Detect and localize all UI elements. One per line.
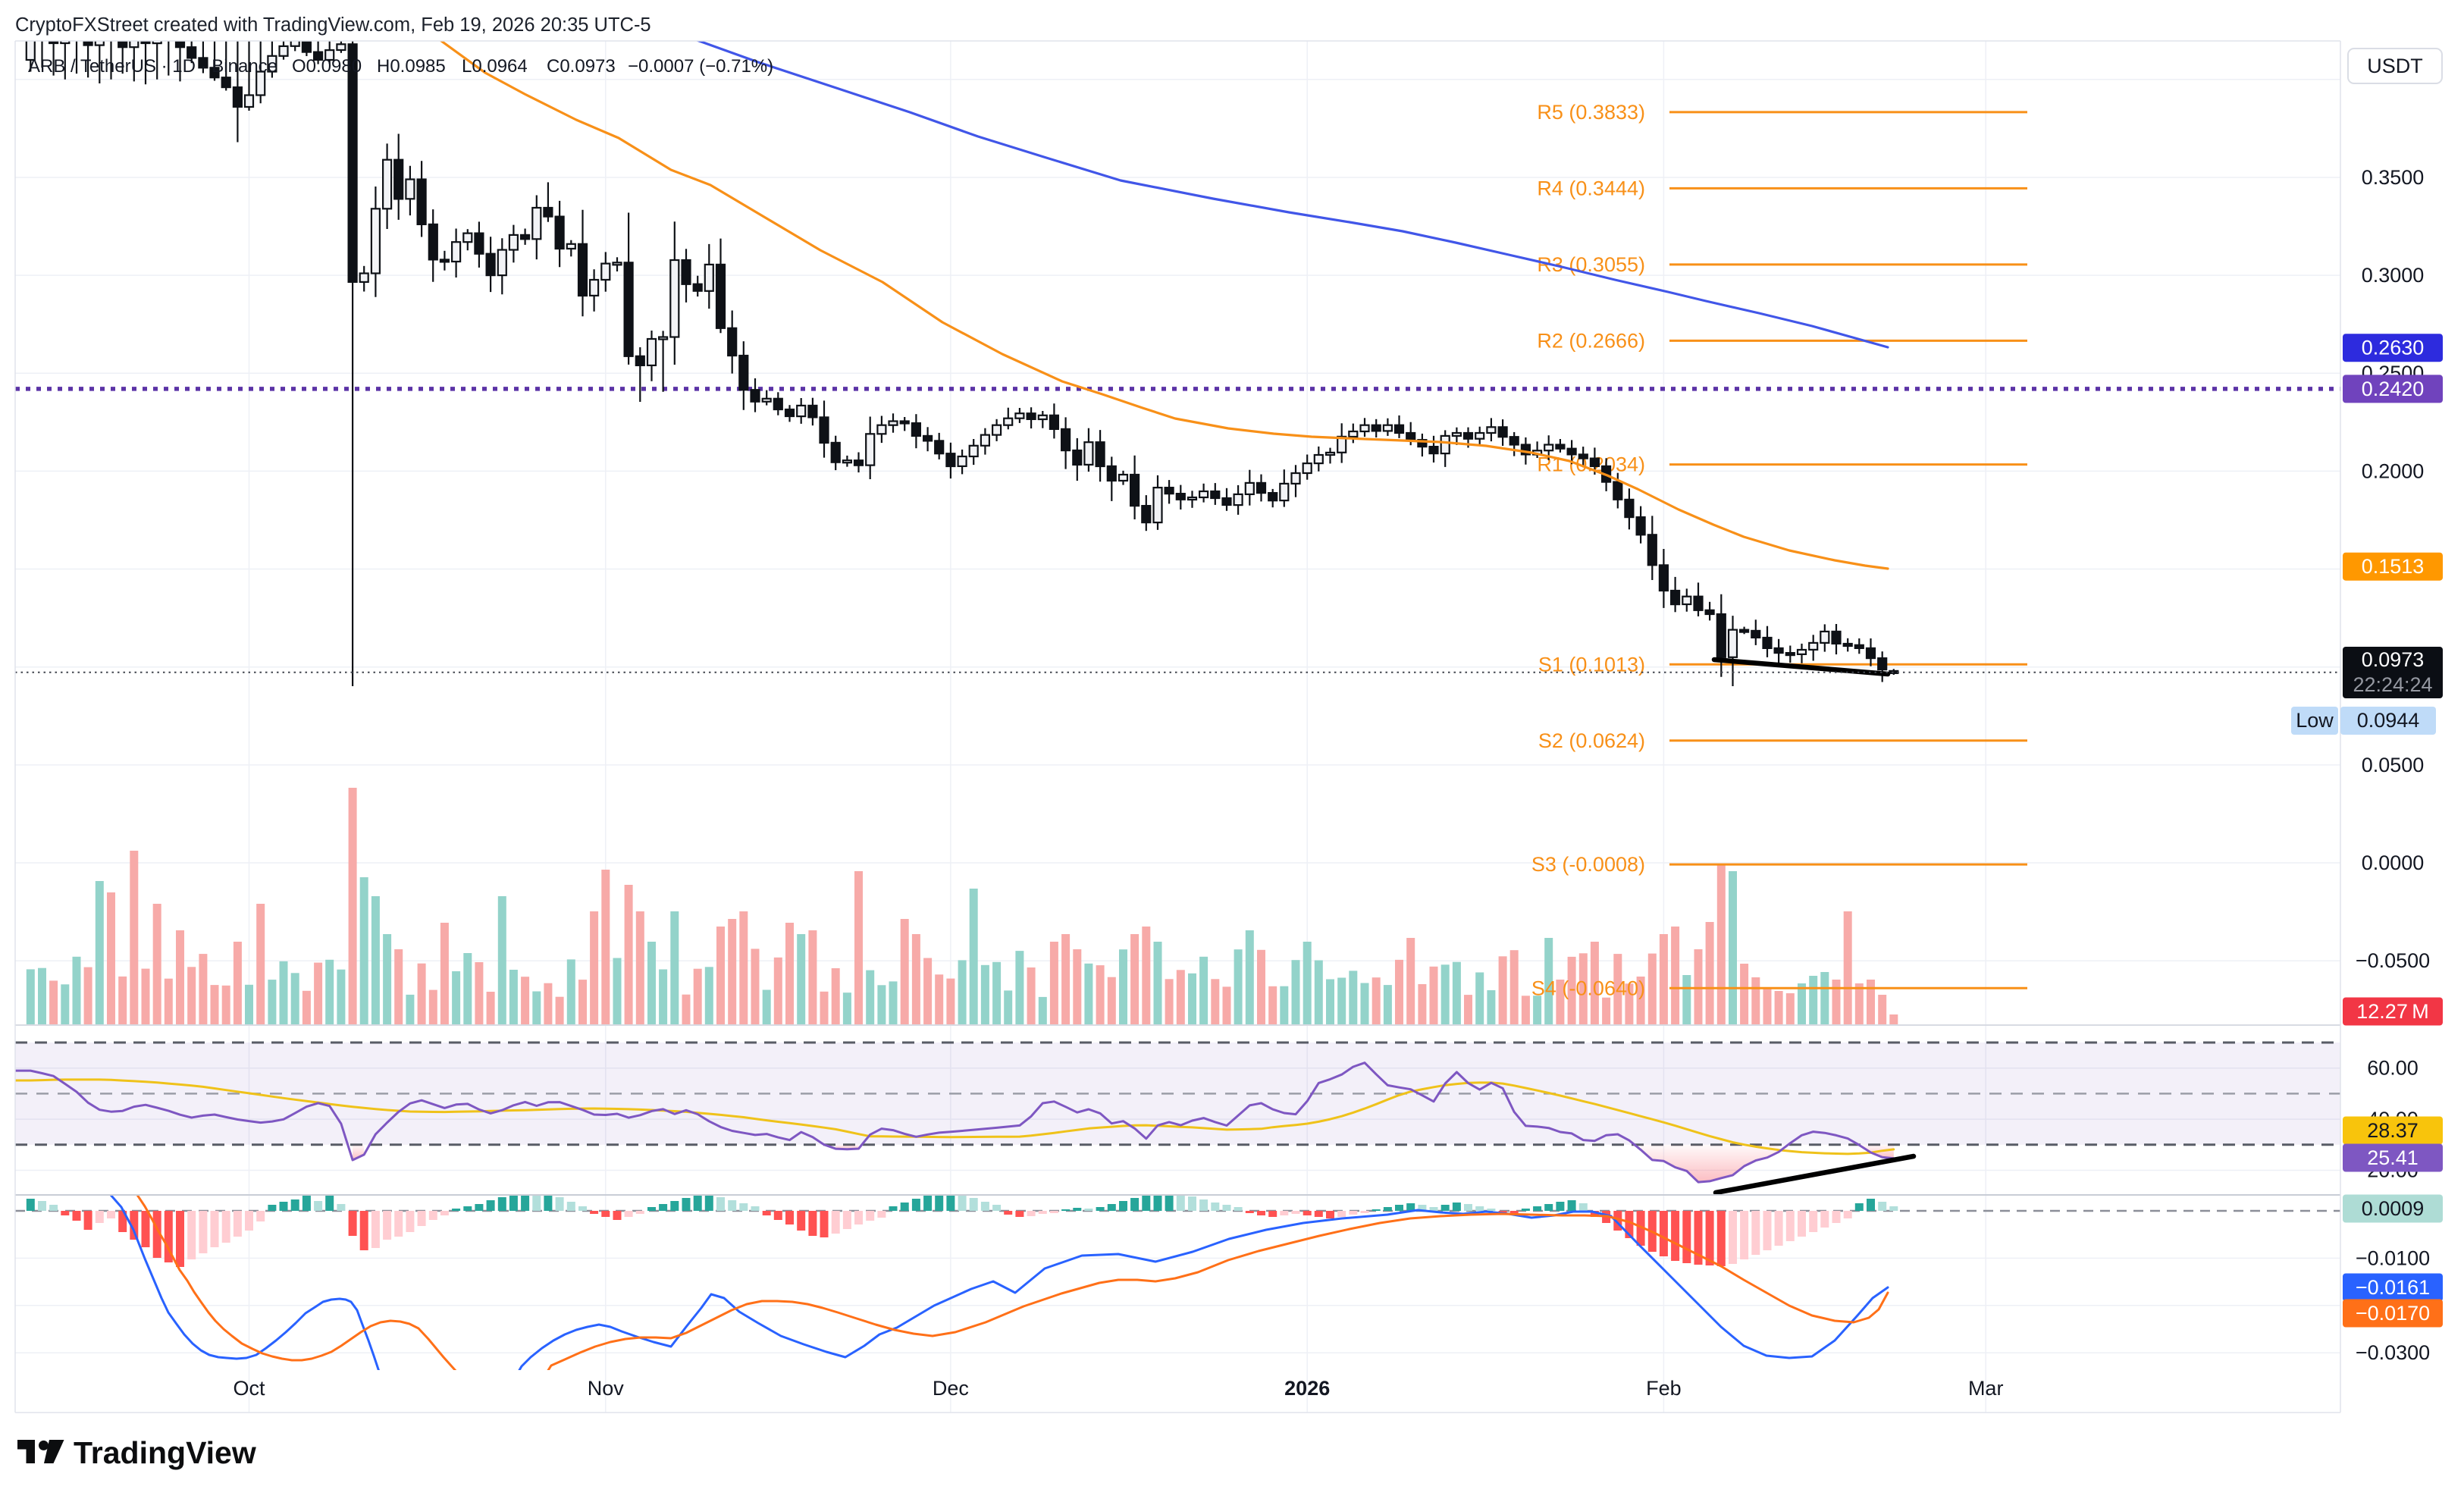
svg-text:−0.0300: −0.0300 <box>2356 1341 2430 1364</box>
svg-text:25.41: 25.41 <box>2367 1146 2419 1169</box>
svg-text:28.37: 28.37 <box>2367 1119 2419 1142</box>
svg-text:−0.0161: −0.0161 <box>2356 1276 2430 1299</box>
svg-text:0.3000: 0.3000 <box>2362 264 2425 287</box>
svg-text:Feb: Feb <box>1646 1377 1682 1400</box>
svg-text:−0.0170: −0.0170 <box>2356 1302 2430 1325</box>
svg-text:−0.0100: −0.0100 <box>2356 1246 2430 1269</box>
svg-text:60.00: 60.00 <box>2367 1057 2419 1080</box>
svg-text:0.0000: 0.0000 <box>2362 851 2425 874</box>
svg-text:R4 (0.3444): R4 (0.3444) <box>1537 177 1645 199</box>
svg-text:0.0009: 0.0009 <box>2362 1197 2425 1220</box>
svg-text:0.2630: 0.2630 <box>2362 337 2425 359</box>
svg-text:Oct: Oct <box>233 1377 265 1400</box>
svg-text:0.3500: 0.3500 <box>2362 166 2425 189</box>
svg-text:0.1513: 0.1513 <box>2362 555 2425 578</box>
svg-text:2026: 2026 <box>1284 1377 1330 1400</box>
svg-text:S2 (0.0624): S2 (0.0624) <box>1538 729 1645 752</box>
svg-text:CryptoFXStreet created with Tr: CryptoFXStreet created with TradingView.… <box>15 14 651 36</box>
svg-text:0.0973: 0.0973 <box>2362 648 2425 671</box>
svg-text:USDT: USDT <box>2367 55 2423 77</box>
svg-text:0.0944: 0.0944 <box>2357 709 2420 732</box>
svg-text:R5 (0.3833): R5 (0.3833) <box>1537 101 1645 124</box>
svg-text:R2 (0.2666): R2 (0.2666) <box>1537 329 1645 352</box>
svg-text:Nov: Nov <box>588 1377 625 1400</box>
svg-text:S4 (-0.0640): S4 (-0.0640) <box>1531 977 1645 999</box>
svg-text:12.27 M: 12.27 M <box>2356 1000 2428 1023</box>
svg-text:Dec: Dec <box>933 1377 969 1400</box>
svg-text:Low: Low <box>2296 709 2334 732</box>
svg-text:0.2420: 0.2420 <box>2362 378 2425 400</box>
svg-text:−0.0500: −0.0500 <box>2356 949 2430 972</box>
svg-text:S3 (-0.0008): S3 (-0.0008) <box>1531 853 1645 876</box>
svg-text:22:24:24: 22:24:24 <box>2353 673 2432 696</box>
svg-text:Mar: Mar <box>1968 1377 2004 1400</box>
svg-text:0.2000: 0.2000 <box>2362 459 2425 482</box>
svg-text:0.0500: 0.0500 <box>2362 754 2425 776</box>
svg-text:TradingView: TradingView <box>74 1435 256 1470</box>
